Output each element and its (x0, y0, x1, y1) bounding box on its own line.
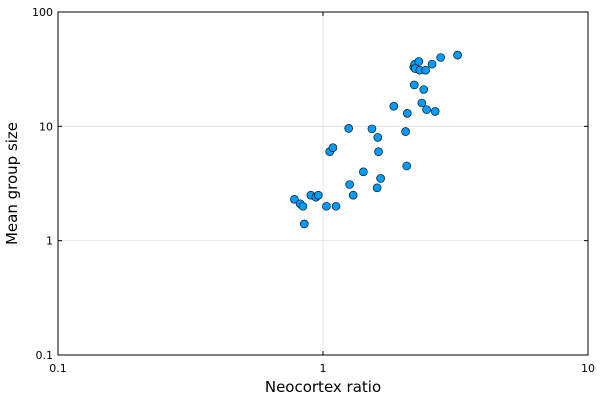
data-point (344, 124, 353, 133)
data-point (372, 183, 382, 193)
data-point (373, 133, 383, 142)
data-point (331, 201, 341, 211)
data-point (314, 190, 323, 200)
grid-layer (57, 11, 589, 356)
data-point (409, 80, 419, 90)
data-point (389, 101, 399, 111)
data-point (367, 124, 377, 134)
data-point (348, 190, 358, 200)
data-point (290, 195, 299, 204)
data-point (322, 201, 331, 211)
y-tick-label: 1 (46, 235, 53, 248)
data-point (419, 85, 429, 94)
data-point (374, 147, 383, 156)
data-point (298, 201, 308, 211)
data-point (402, 109, 412, 118)
data-point (417, 98, 427, 108)
data-point (299, 219, 309, 229)
x-axis-title: Neocortex ratio (265, 378, 381, 396)
data-point (430, 107, 440, 116)
data-point (328, 143, 338, 153)
data-point (402, 161, 412, 171)
x-tick-label: 1 (320, 362, 327, 375)
x-tick-label: 0.1 (49, 362, 67, 375)
data-point (421, 65, 430, 75)
data-point (414, 57, 424, 66)
x-tick-label: 10 (581, 362, 595, 375)
data-point (401, 127, 410, 136)
data-point (436, 53, 445, 62)
data-point (376, 174, 385, 183)
data-point (359, 167, 368, 177)
data-point (453, 50, 462, 60)
y-tick-label: 100 (32, 6, 53, 19)
data-point (422, 105, 431, 114)
tick-layer: 0.1 1 10 0.1 1 10 100 (32, 6, 595, 375)
y-axis-title: Mean group size (3, 122, 21, 245)
data-point (427, 59, 437, 69)
data-point (345, 180, 354, 189)
y-tick-label: 10 (39, 120, 53, 133)
point-layer (290, 50, 462, 229)
y-tick-label: 0.1 (36, 349, 54, 362)
